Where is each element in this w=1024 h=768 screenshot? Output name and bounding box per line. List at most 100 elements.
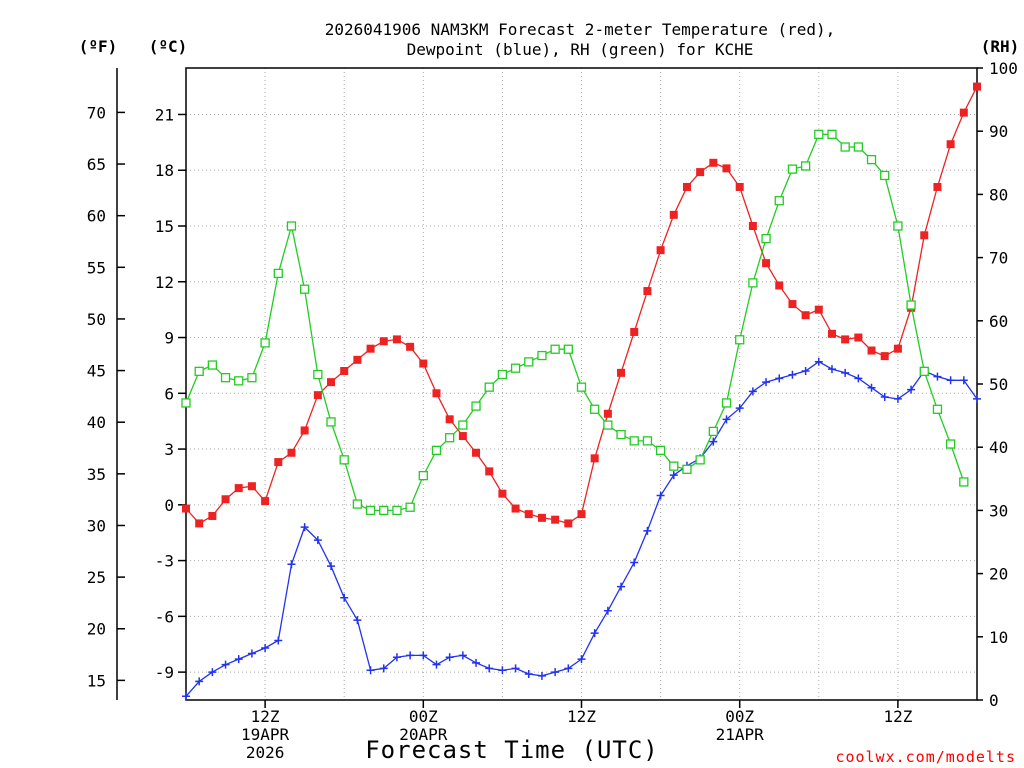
dewpoint-point	[748, 387, 757, 396]
series-temperature	[182, 82, 981, 528]
fahrenheit-tick-label: 25	[87, 568, 106, 587]
temperature-point	[814, 305, 823, 314]
rh-point	[629, 436, 639, 446]
temperature-point	[524, 510, 533, 519]
dewpoint-point	[841, 368, 850, 377]
series-line-rh	[185, 133, 965, 512]
x-tick-label: 12Z	[251, 707, 280, 726]
rh-point	[853, 142, 863, 152]
rh-point	[563, 344, 573, 354]
temperature-point	[392, 335, 401, 344]
dewpoint-point	[392, 653, 401, 662]
temperature-point	[867, 346, 876, 355]
rh-point	[418, 470, 428, 481]
rh-point	[524, 357, 534, 367]
rh-point	[695, 455, 705, 465]
temperature-point	[261, 497, 270, 506]
dewpoint-point	[946, 376, 955, 385]
temperature-point	[551, 515, 560, 524]
temperature-point	[458, 432, 467, 441]
dewpoint-point	[485, 664, 494, 673]
temperature-point	[973, 82, 981, 91]
dewpoint-point	[287, 560, 296, 569]
temperature-point	[722, 164, 731, 173]
rh-point	[471, 401, 481, 411]
axes	[116, 67, 978, 701]
temperature-point	[854, 333, 863, 342]
temperature-point	[696, 168, 705, 177]
series	[181, 82, 981, 701]
dewpoint-point	[959, 376, 968, 385]
dewpoint-point	[973, 394, 981, 403]
dewpoint-point	[893, 394, 902, 403]
temperature-point	[841, 335, 850, 344]
dewpoint-point	[907, 385, 916, 394]
dewpoint-point	[669, 471, 678, 480]
rh-point	[721, 398, 732, 408]
temperature-point	[617, 368, 626, 377]
x-tick-label: 20APR	[399, 725, 448, 744]
rh-point	[550, 344, 560, 354]
fahrenheit-tick-label: 55	[87, 258, 106, 277]
x-tick-label: 19APR	[241, 725, 290, 744]
rh-tick-label: 60	[989, 312, 1008, 331]
temperature-point	[827, 329, 836, 338]
rh-point	[247, 373, 257, 383]
temperature-point	[788, 300, 797, 309]
rh-point	[893, 221, 903, 231]
celsius-tick-label: 12	[155, 273, 174, 292]
temperature-point	[182, 504, 190, 513]
rh-point	[708, 426, 718, 437]
credit-text: coolwx.com/modelts	[835, 748, 1016, 766]
temperature-point	[880, 352, 889, 361]
rh-point	[787, 164, 798, 174]
temperature-point	[669, 210, 678, 219]
dewpoint-point	[221, 660, 230, 669]
temperature-point	[511, 504, 520, 513]
dewpoint-point	[366, 666, 375, 675]
rh-tick-label: 30	[989, 501, 1008, 520]
temperature-point	[933, 182, 942, 191]
rh-tick-label: 80	[989, 185, 1008, 204]
temperature-point	[735, 182, 744, 191]
dewpoint-point	[762, 378, 771, 387]
series-dewpoint	[182, 357, 981, 701]
x-tick-label: 12Z	[567, 707, 596, 726]
rh-point	[405, 502, 415, 512]
dewpoint-point	[419, 651, 428, 660]
rh-point	[313, 369, 323, 380]
temperature-point	[313, 391, 322, 400]
series-rh	[181, 129, 969, 516]
dewpoint-point	[353, 616, 362, 625]
celsius-tick-label: 9	[164, 329, 174, 348]
dewpoint-point	[617, 582, 626, 591]
celsius-tick-label: 18	[155, 161, 174, 180]
dewpoint-point	[208, 668, 217, 677]
dewpoint-point	[775, 374, 784, 383]
rh-point	[339, 455, 349, 465]
celsius-tick-label: 21	[155, 105, 174, 124]
rh-point	[814, 129, 824, 140]
dewpoint-point	[498, 666, 507, 675]
dewpoint-point	[788, 370, 797, 379]
temperature-point	[893, 344, 902, 353]
temperature-point	[564, 519, 573, 528]
temperature-point	[419, 359, 428, 368]
rh-point	[392, 505, 402, 516]
fahrenheit-tick-label: 60	[87, 207, 106, 226]
dewpoint-point	[524, 669, 533, 678]
temperature-point	[406, 342, 415, 351]
rh-point	[234, 376, 244, 386]
fahrenheit-tick-label: 35	[87, 465, 106, 484]
temperature-point	[946, 140, 955, 149]
celsius-tick-label: 15	[155, 217, 174, 236]
rh-point	[576, 382, 587, 392]
x-tick-label: 00Z	[725, 707, 754, 726]
rh-point	[299, 284, 310, 294]
dewpoint-point	[472, 658, 481, 667]
dewpoint-point	[801, 366, 810, 375]
rh-point	[866, 154, 877, 165]
rh-point	[655, 445, 666, 456]
temperature-point	[234, 484, 243, 493]
